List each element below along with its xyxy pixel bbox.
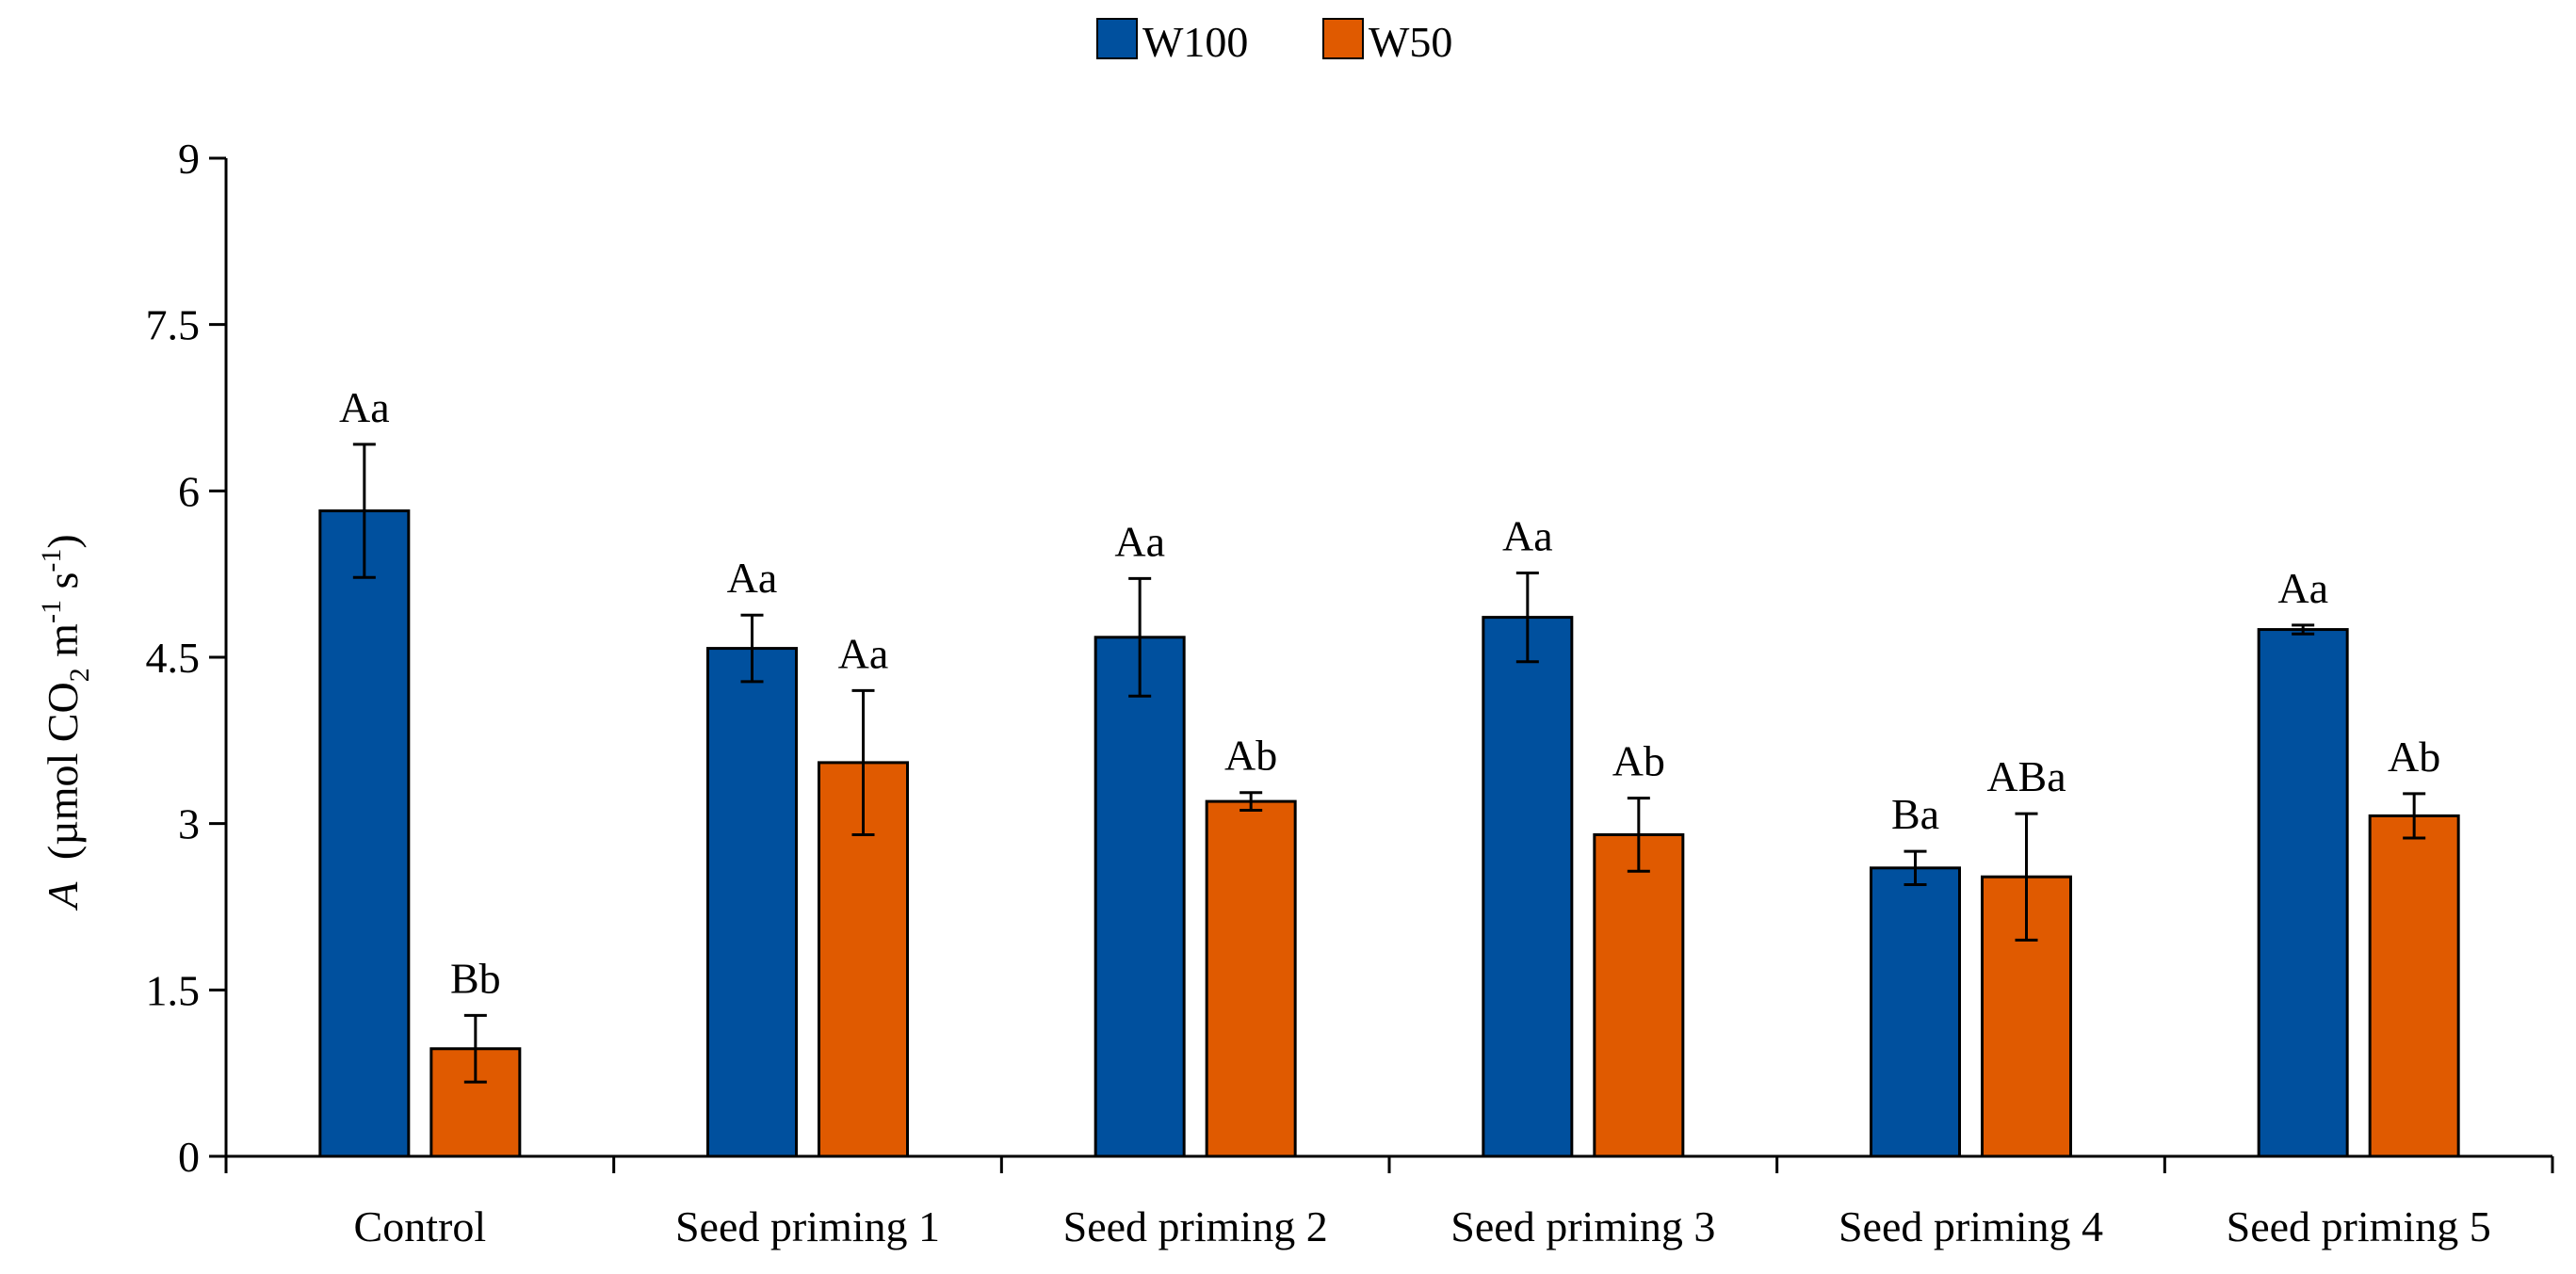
bar: [1482, 616, 1574, 1158]
data-label: ABa: [1986, 752, 2066, 800]
x-category-label: Seed priming 4: [1839, 1202, 2103, 1250]
y-axis-symbol: A: [39, 881, 87, 911]
bar: [1094, 636, 1186, 1158]
legend-swatch-w50: [1322, 18, 1364, 59]
x-category-label: Seed priming 3: [1450, 1202, 1715, 1250]
y-axis-unit-open: (µmol CO: [39, 682, 87, 860]
legend: W100 W50: [1096, 18, 1452, 66]
y-tick-label: 4.5: [146, 634, 201, 682]
data-label: Aa: [1502, 511, 1553, 559]
y-axis-title: A (µmol CO2 m-1 s-1): [36, 534, 95, 911]
plot-area: 0 1.5 3 4.5 6 7.5 9 Aa Bb Control Aa Aa Seed priming…: [146, 135, 2554, 1250]
y-axis-unit-m: m: [39, 623, 87, 669]
data-label: Aa: [2277, 564, 2328, 612]
data-label: Ab: [1224, 732, 1277, 780]
data-label: Aa: [838, 629, 889, 677]
y-tick-label: 3: [178, 800, 200, 848]
y-axis-unit-s: s: [39, 572, 87, 600]
legend-swatch-w100: [1096, 18, 1138, 59]
y-axis-co2-subscript: 2: [64, 668, 95, 682]
y-tick-label: 7.5: [146, 301, 201, 349]
legend-label-w50: W50: [1369, 18, 1452, 66]
y-tick-label: 0: [178, 1133, 200, 1181]
x-category-label: Seed priming 1: [675, 1202, 940, 1250]
y-axis-m-exponent: -1: [36, 600, 67, 623]
bar: [2257, 628, 2349, 1158]
y-axis-unit-close: ): [39, 534, 87, 548]
data-label: Ab: [1612, 737, 1665, 785]
data-label: Ab: [2388, 733, 2440, 781]
bar: [706, 647, 798, 1158]
x-category-label: Seed priming 2: [1063, 1202, 1328, 1250]
y-tick-label: 1.5: [146, 966, 201, 1014]
bar: [318, 509, 411, 1158]
bar: [1205, 799, 1297, 1158]
data-label: Bb: [450, 954, 501, 1002]
y-axis-s-exponent: -1: [36, 549, 67, 572]
x-category-label: Seed priming 5: [2227, 1202, 2491, 1250]
data-label: Aa: [339, 383, 390, 431]
bar: [1870, 866, 1961, 1158]
y-tick-label: 9: [178, 135, 200, 183]
data-label: Aa: [1114, 517, 1165, 565]
y-tick-label: 6: [178, 467, 200, 515]
data-label: Aa: [727, 554, 778, 602]
data-label: Ba: [1891, 790, 1939, 838]
legend-label-w100: W100: [1142, 18, 1248, 66]
x-category-label: Control: [354, 1202, 487, 1250]
bar: [1593, 832, 1685, 1158]
bar: [2368, 814, 2460, 1158]
